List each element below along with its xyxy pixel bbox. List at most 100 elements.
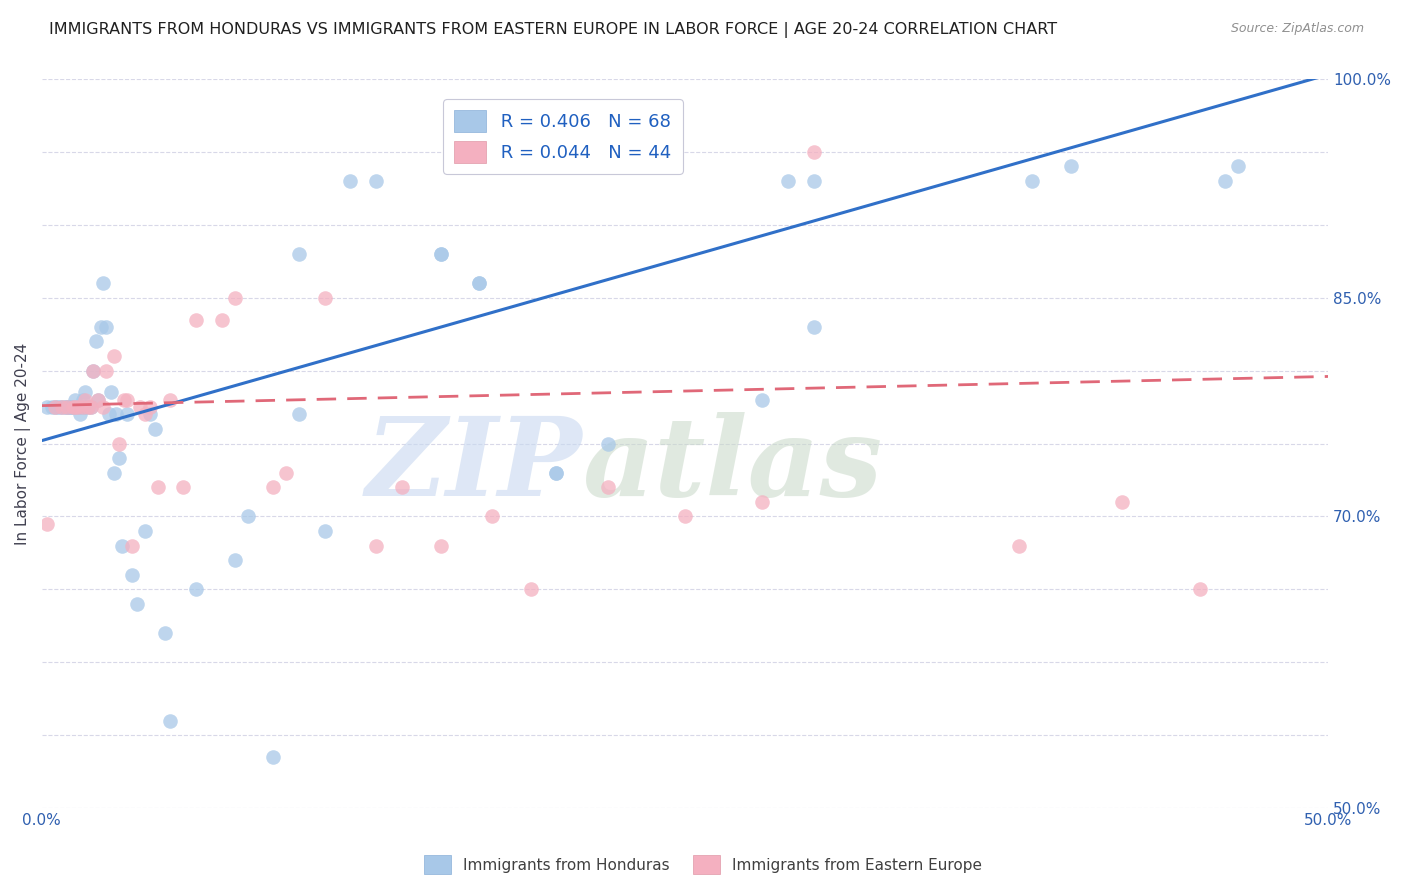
Point xyxy=(776,174,799,188)
Point xyxy=(63,400,86,414)
Point xyxy=(314,524,336,538)
Point xyxy=(62,400,84,414)
Point xyxy=(62,400,84,414)
Point xyxy=(46,400,69,414)
Point xyxy=(1111,495,1133,509)
Point xyxy=(41,400,63,414)
Point xyxy=(79,400,101,414)
Point xyxy=(108,436,131,450)
Point xyxy=(159,392,181,407)
Point xyxy=(79,400,101,414)
Point xyxy=(115,392,138,407)
Point xyxy=(288,247,311,261)
Point xyxy=(112,392,135,407)
Point xyxy=(69,408,91,422)
Point xyxy=(93,276,115,290)
Point xyxy=(184,312,207,326)
Point xyxy=(429,247,451,261)
Point xyxy=(288,408,311,422)
Point xyxy=(59,400,82,414)
Point xyxy=(44,400,66,414)
Point xyxy=(121,567,143,582)
Point xyxy=(82,363,104,377)
Point xyxy=(1213,174,1236,188)
Point xyxy=(72,392,94,407)
Text: Source: ZipAtlas.com: Source: ZipAtlas.com xyxy=(1230,22,1364,36)
Point xyxy=(103,466,125,480)
Point xyxy=(51,400,73,414)
Point xyxy=(44,400,66,414)
Point xyxy=(100,385,122,400)
Point xyxy=(673,509,696,524)
Point xyxy=(468,276,491,290)
Point xyxy=(35,516,58,531)
Point xyxy=(366,539,388,553)
Point xyxy=(94,319,117,334)
Point xyxy=(63,392,86,407)
Point xyxy=(1060,160,1083,174)
Point xyxy=(596,480,619,494)
Point xyxy=(224,553,246,567)
Point xyxy=(75,385,97,400)
Point xyxy=(211,312,233,326)
Point xyxy=(128,400,150,414)
Point xyxy=(77,400,100,414)
Legend: Immigrants from Honduras, Immigrants from Eastern Europe: Immigrants from Honduras, Immigrants fro… xyxy=(418,849,988,880)
Point xyxy=(115,408,138,422)
Point xyxy=(172,480,194,494)
Point xyxy=(519,582,541,597)
Point xyxy=(134,408,156,422)
Point xyxy=(262,480,284,494)
Point xyxy=(276,466,298,480)
Point xyxy=(53,400,76,414)
Point xyxy=(1021,174,1043,188)
Point xyxy=(596,436,619,450)
Point xyxy=(143,422,166,436)
Point xyxy=(59,400,82,414)
Point xyxy=(97,408,120,422)
Point xyxy=(803,174,825,188)
Point xyxy=(49,400,72,414)
Point xyxy=(262,750,284,764)
Legend:  R = 0.406   N = 68,  R = 0.044   N = 44: R = 0.406 N = 68, R = 0.044 N = 44 xyxy=(443,99,682,174)
Point xyxy=(1188,582,1211,597)
Point xyxy=(66,400,89,414)
Point xyxy=(146,480,169,494)
Point xyxy=(72,400,94,414)
Point xyxy=(314,291,336,305)
Point xyxy=(62,400,84,414)
Point xyxy=(546,466,568,480)
Point xyxy=(56,400,79,414)
Point xyxy=(72,400,94,414)
Point xyxy=(56,400,79,414)
Point xyxy=(51,400,73,414)
Point xyxy=(69,400,91,414)
Point xyxy=(481,509,503,524)
Point xyxy=(134,524,156,538)
Point xyxy=(66,400,89,414)
Point xyxy=(139,400,162,414)
Point xyxy=(56,400,79,414)
Text: IMMIGRANTS FROM HONDURAS VS IMMIGRANTS FROM EASTERN EUROPE IN LABOR FORCE | AGE : IMMIGRANTS FROM HONDURAS VS IMMIGRANTS F… xyxy=(49,22,1057,38)
Point xyxy=(108,451,131,466)
Point xyxy=(121,539,143,553)
Point xyxy=(63,400,86,414)
Point xyxy=(139,408,162,422)
Point xyxy=(1008,539,1031,553)
Point xyxy=(429,539,451,553)
Point xyxy=(224,291,246,305)
Point xyxy=(84,334,107,349)
Point xyxy=(803,319,825,334)
Point xyxy=(93,400,115,414)
Point xyxy=(155,626,177,640)
Text: atlas: atlas xyxy=(582,411,883,519)
Point xyxy=(35,400,58,414)
Point xyxy=(391,480,413,494)
Point xyxy=(751,392,773,407)
Point xyxy=(87,392,110,407)
Point xyxy=(94,363,117,377)
Point xyxy=(105,408,128,422)
Point xyxy=(1227,160,1250,174)
Point xyxy=(87,392,110,407)
Point xyxy=(103,349,125,363)
